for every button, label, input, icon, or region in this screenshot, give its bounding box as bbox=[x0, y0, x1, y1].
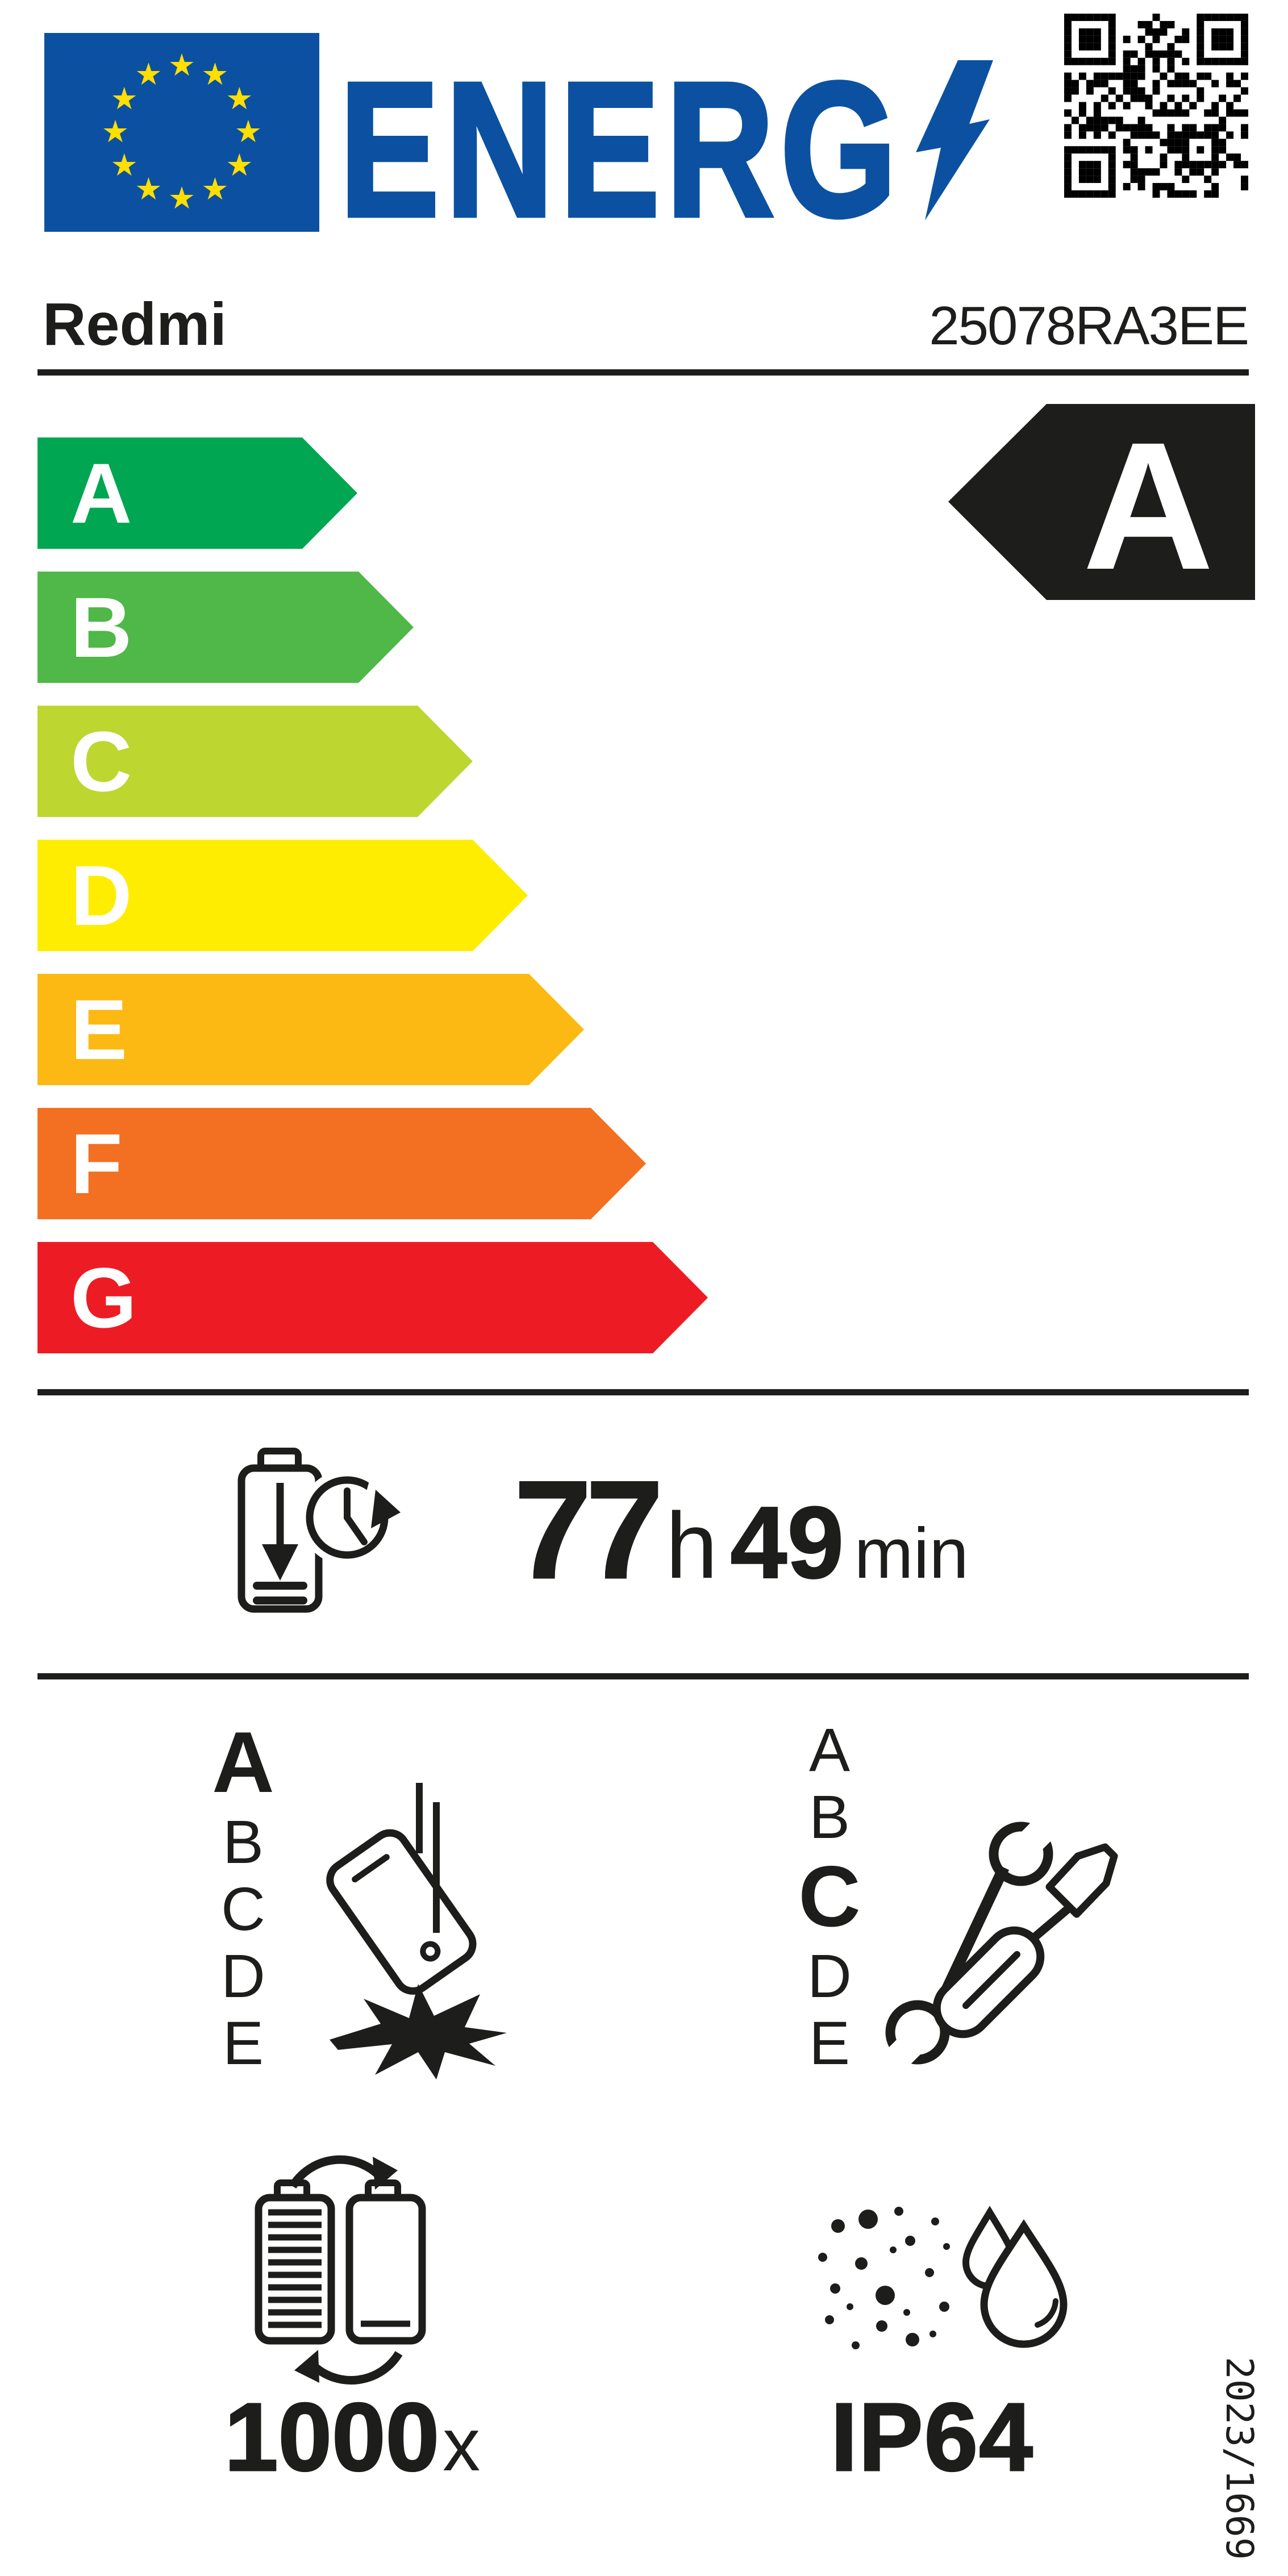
battery-life-hours: 77 bbox=[514, 1452, 664, 1607]
rated-class-letter: A bbox=[1082, 404, 1214, 600]
brand-name: Redmi bbox=[43, 291, 227, 358]
grade-letter: E bbox=[222, 2008, 264, 2077]
cycles-unit: x bbox=[443, 2403, 481, 2486]
eu-star-icon: ★ bbox=[168, 181, 196, 215]
battery-discharge-time-icon bbox=[237, 1448, 402, 1613]
class-letter: G bbox=[70, 1250, 137, 1345]
eu-star-icon: ★ bbox=[226, 148, 253, 182]
energy-class-row-a: A bbox=[37, 437, 357, 549]
lightning-bolt-icon bbox=[916, 60, 993, 220]
battery-life-minutes-unit: min bbox=[854, 1514, 969, 1593]
eu-star-icon: ★ bbox=[110, 81, 138, 116]
eu-star-icon: ★ bbox=[110, 148, 138, 182]
grade-letter: D bbox=[221, 1941, 265, 2010]
rated-class-arrow: A bbox=[948, 404, 1255, 600]
grade-letter: A bbox=[808, 1715, 851, 1784]
drop-resistance-grade-scale: A B C D E bbox=[198, 1719, 289, 2079]
grade-letter: E bbox=[808, 2008, 851, 2077]
class-letter: A bbox=[70, 445, 132, 541]
energy-logo-text: ENERG bbox=[338, 43, 903, 256]
battery-cycle-icon bbox=[255, 2155, 426, 2385]
eu-flag-icon: ★ ★ ★ ★ ★ ★ ★ ★ ★ ★ ★ ★ bbox=[44, 33, 319, 232]
battery-life-hours-unit: h bbox=[665, 1493, 718, 1598]
class-letter: B bbox=[70, 580, 132, 675]
class-letter: E bbox=[70, 982, 128, 1077]
eu-star-icon: ★ bbox=[101, 114, 130, 149]
class-letter: C bbox=[70, 714, 132, 809]
model-identifier: 25078RA3EE bbox=[929, 295, 1249, 356]
class-letter: F bbox=[70, 1116, 123, 1211]
ip-rating: IP64 bbox=[830, 2383, 1034, 2491]
eu-star-icon: ★ bbox=[168, 48, 196, 82]
eu-star-icon: ★ bbox=[234, 114, 262, 149]
impact-star bbox=[330, 1984, 507, 2079]
eu-star-icon: ★ bbox=[201, 172, 229, 207]
class-letter: D bbox=[70, 848, 132, 943]
grade-letter: A bbox=[212, 1714, 274, 1811]
wrench-screwdriver-icon bbox=[878, 1808, 1118, 2077]
eu-star-icon: ★ bbox=[135, 172, 162, 207]
eu-star-icon: ★ bbox=[201, 57, 229, 91]
divider bbox=[37, 1389, 1249, 1395]
cycles-number: 1000 bbox=[223, 2383, 440, 2491]
eu-star-icon: ★ bbox=[226, 81, 253, 116]
energy-class-row-c: C bbox=[37, 706, 473, 817]
qr-code bbox=[1064, 14, 1248, 198]
dust-particles bbox=[818, 2207, 950, 2349]
energy-class-row-f: F bbox=[37, 1108, 646, 1219]
grade-letter: C bbox=[221, 1874, 265, 1943]
battery-life-value: 77 h 49 min bbox=[514, 1452, 969, 1607]
battery-cycles-value: 1000 x bbox=[223, 2383, 481, 2491]
grade-letter: D bbox=[807, 1941, 852, 2010]
energy-class-scale: A B C D E F G bbox=[37, 437, 708, 1376]
water-drops bbox=[962, 2206, 1068, 2348]
phone-drop-impact-icon bbox=[326, 1783, 507, 2079]
grade-letter: B bbox=[808, 1782, 851, 1851]
battery-life-minutes: 49 bbox=[730, 1486, 844, 1600]
energy-class-row-e: E bbox=[37, 974, 584, 1085]
energy-class-row-d: D bbox=[37, 840, 528, 951]
divider bbox=[37, 369, 1249, 376]
energy-class-row-g: G bbox=[37, 1242, 708, 1353]
eu-star-icon: ★ bbox=[135, 57, 162, 91]
regulation-number: 2023/1669 bbox=[1218, 2357, 1261, 2560]
repairability-grade-scale: A B C D E bbox=[784, 1719, 875, 2079]
grade-letter: B bbox=[222, 1807, 264, 1876]
energy-class-row-b: B bbox=[37, 572, 414, 683]
dust-and-water-icon bbox=[818, 2206, 1068, 2349]
divider bbox=[37, 1673, 1249, 1679]
grade-letter: C bbox=[798, 1848, 861, 1945]
